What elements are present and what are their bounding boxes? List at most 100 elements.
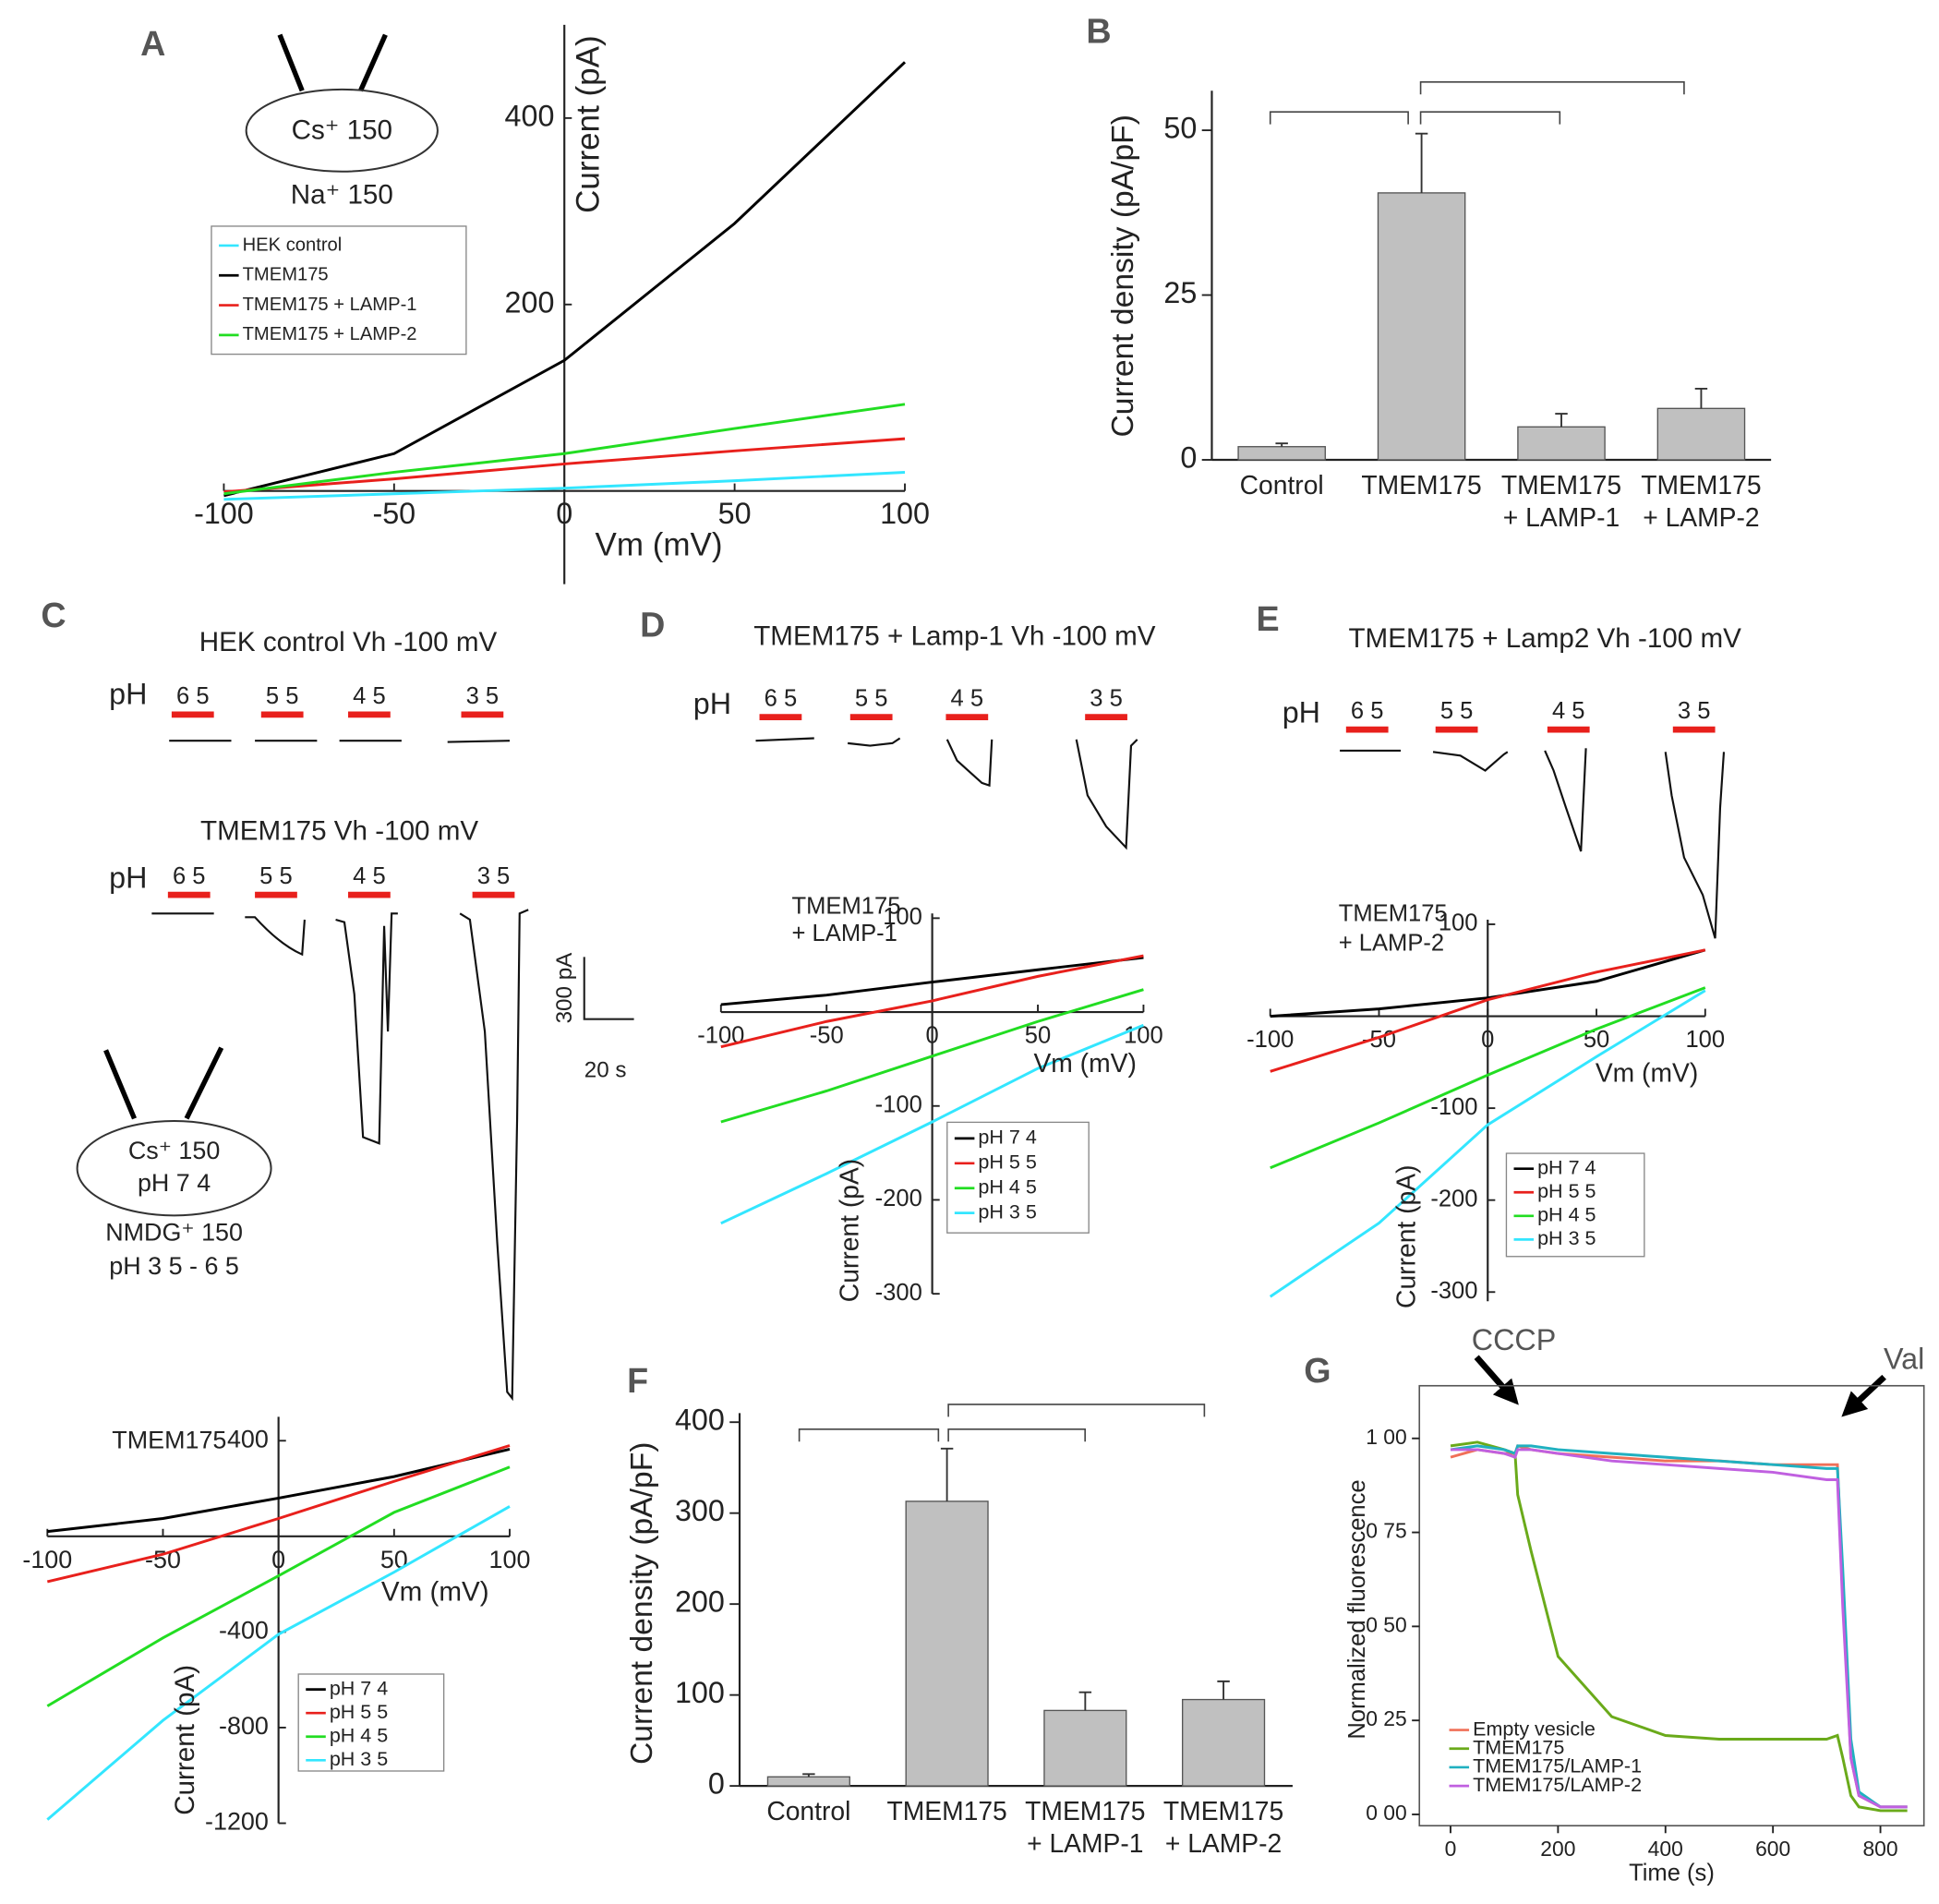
legend-label: pH 3 5: [1537, 1227, 1596, 1249]
ph-step-label: 6 5: [1351, 698, 1384, 724]
ph-step-label: 4 5: [353, 863, 386, 889]
series-line: [46, 1465, 511, 1707]
x-tick-label: -100: [697, 1023, 744, 1049]
recording-title: TMEM175 Vh -100 mV: [200, 816, 478, 847]
y-tick-label: 100: [675, 1676, 725, 1709]
x-tick-label: Control: [766, 1796, 850, 1826]
panel-label: A: [140, 24, 165, 63]
legend-label: pH 3 5: [978, 1200, 1036, 1223]
error-bar: [1078, 1691, 1092, 1711]
x-tick-label: Control: [1240, 470, 1324, 500]
ph-step-label: 3 5: [1090, 686, 1123, 712]
series-line: [46, 1505, 511, 1821]
legend-label: TMEM175 + LAMP-2: [243, 324, 417, 344]
ph-step-label: 5 5: [266, 683, 299, 709]
x-axis-label: Time (s): [1629, 1860, 1715, 1886]
x-tick-label: 0: [556, 497, 572, 530]
x-axis-label: Vm (mV): [596, 526, 723, 562]
y-tick-label: 200: [675, 1585, 725, 1619]
y-tick-label: 400: [675, 1404, 725, 1437]
series-line: [1451, 1448, 1908, 1809]
x-tick-label: -100: [194, 497, 254, 530]
series-line: [720, 988, 1144, 1124]
ph-step-label: 4 5: [951, 686, 984, 712]
y-tick-label: 0: [708, 1767, 725, 1801]
x-tick-label: 100: [880, 497, 930, 530]
series-line: [223, 61, 907, 498]
legend-label: pH 7 4: [978, 1127, 1036, 1149]
x-tick-label: 100: [489, 1546, 531, 1573]
legend-label: TMEM175 + LAMP-1: [243, 295, 417, 315]
series-line: [720, 954, 1144, 1049]
ph-step-label: 6 5: [176, 683, 210, 709]
inset-label: NMDG⁺ 150: [105, 1219, 243, 1247]
ph-label: pH: [693, 687, 731, 720]
legend-label: pH 5 5: [330, 1701, 388, 1723]
series-line: [47, 1447, 511, 1534]
y-tick-label: -300: [875, 1280, 922, 1306]
y-axis-label: Current (pA): [170, 1665, 200, 1815]
x-tick-label: TMEM175: [886, 1796, 1006, 1826]
series-line: [46, 1444, 511, 1584]
x-tick-label: 200: [1540, 1837, 1575, 1861]
error-bar: [1217, 1680, 1230, 1700]
legend-box: [211, 225, 467, 355]
legend-label: TMEM175/LAMP-1: [1473, 1755, 1642, 1777]
recording-title: TMEM175 + Lamp-1 Vh -100 mV: [753, 621, 1156, 651]
inset-label: Cs⁺ 150: [128, 1137, 220, 1164]
x-tick-label: 100: [1124, 1023, 1163, 1049]
ph-step-label: 4 5: [353, 683, 386, 709]
scale-label: 20 s: [584, 1058, 627, 1083]
y-axis-label: Current (pA): [835, 1159, 864, 1302]
y-tick-label: -100: [875, 1091, 922, 1117]
x-tick-label: -50: [810, 1023, 844, 1049]
x-tick-label: TMEM175: [1501, 470, 1621, 500]
y-tick-label: -400: [219, 1617, 269, 1645]
x-tick-label: TMEM175: [1641, 470, 1761, 500]
annotation: Val: [1884, 1342, 1924, 1375]
ph-step-label: 5 5: [259, 863, 293, 889]
x-tick-label: 50: [1025, 1023, 1051, 1049]
legend-label: pH 4 5: [330, 1724, 388, 1746]
series-line: [1269, 989, 1706, 1298]
ph-step-label: 5 5: [855, 686, 888, 712]
legend-label: TMEM175/LAMP-2: [1473, 1774, 1642, 1796]
panel-label: D: [640, 606, 665, 645]
ph-step-label: 4 5: [1552, 698, 1585, 724]
y-tick-label: -1200: [205, 1808, 269, 1836]
y-axis-label: Current (pA): [571, 35, 607, 212]
inset-label: pH 3 5 - 6 5: [109, 1252, 239, 1280]
legend-label: Empty vesicle: [1473, 1717, 1596, 1740]
x-tick-label: 400: [1648, 1837, 1683, 1861]
y-tick-label: 400: [505, 99, 555, 132]
bar: [1237, 446, 1326, 461]
recording-title: TMEM175 + Lamp2 Vh -100 mV: [1348, 623, 1741, 654]
x-axis-label: Vm (mV): [1033, 1048, 1136, 1078]
x-tick-label: 100: [1685, 1027, 1725, 1053]
panel-label: F: [627, 1361, 648, 1400]
x-tick-label: 0: [1445, 1837, 1457, 1861]
legend-label: pH 4 5: [978, 1175, 1036, 1198]
panel-label: G: [1304, 1351, 1331, 1390]
legend-label: TMEM175: [243, 265, 329, 285]
series-line: [223, 403, 906, 496]
inset-label: pH 7 4: [138, 1169, 211, 1197]
legend-label: pH 5 5: [1537, 1180, 1596, 1202]
annotation: + LAMP-2: [1339, 931, 1444, 957]
ph-label: pH: [109, 677, 147, 710]
legend-label: HEK control: [243, 235, 343, 255]
x-tick-label: + LAMP-1: [1027, 1828, 1143, 1858]
y-tick-label: 100: [1439, 910, 1478, 936]
panel-label: C: [41, 596, 66, 634]
y-tick-label: 200: [505, 285, 555, 319]
panel-label: B: [1086, 11, 1111, 50]
bar: [1181, 1698, 1266, 1787]
x-tick-label: -50: [372, 497, 416, 530]
x-tick-label: + LAMP-1: [1503, 502, 1620, 532]
x-tick-label: -100: [1246, 1027, 1294, 1053]
ph-step-label: 3 5: [477, 863, 511, 889]
legend-label: TMEM175: [1473, 1736, 1564, 1758]
x-tick-label: -100: [22, 1546, 72, 1573]
error-bar: [802, 1773, 815, 1777]
